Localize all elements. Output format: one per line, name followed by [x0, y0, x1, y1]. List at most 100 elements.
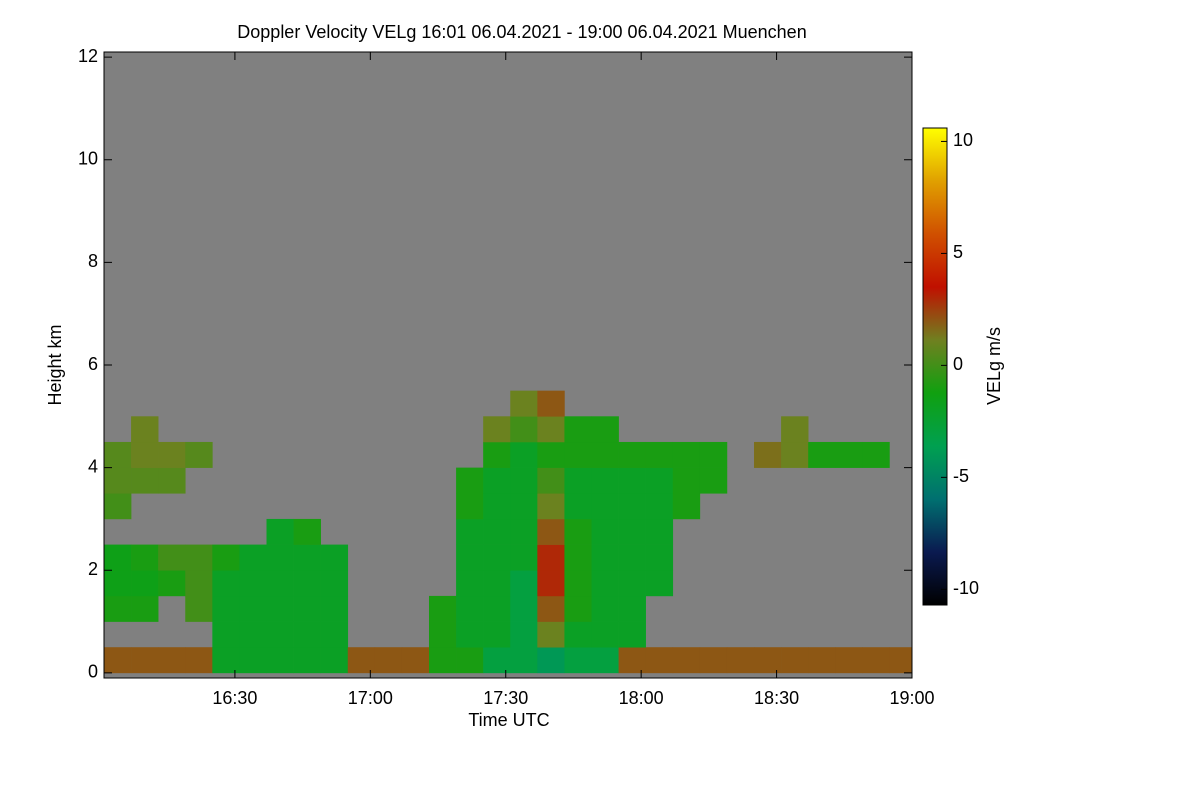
heatmap-cell	[429, 647, 457, 674]
heatmap-cell	[483, 570, 511, 597]
heatmap-cell	[564, 467, 592, 494]
x-tick-label: 16:30	[212, 688, 257, 708]
heatmap-cell	[131, 647, 159, 674]
heatmap-cell	[564, 518, 592, 545]
heatmap-cell	[293, 621, 321, 648]
colorbar-tick-label: 5	[953, 242, 963, 262]
heatmap-cell	[131, 544, 159, 571]
heatmap-cell	[456, 544, 484, 571]
heatmap-cell	[239, 621, 267, 648]
heatmap-cell	[185, 595, 213, 622]
heatmap-cell	[483, 595, 511, 622]
y-tick-label: 6	[88, 354, 98, 374]
heatmap-cell	[699, 647, 728, 674]
heatmap-cell	[537, 544, 565, 571]
heatmap-cell	[618, 570, 646, 597]
heatmap-cell	[131, 595, 159, 622]
heatmap-cell	[158, 467, 186, 494]
x-tick-label: 17:00	[348, 688, 393, 708]
heatmap-cell	[266, 621, 294, 648]
heatmap	[104, 390, 912, 674]
heatmap-cell	[158, 570, 186, 597]
heatmap-cell	[104, 441, 132, 468]
heatmap-cell	[239, 647, 267, 674]
heatmap-cell	[483, 647, 511, 674]
heatmap-cell	[510, 467, 538, 494]
heatmap-cell	[726, 647, 755, 674]
heatmap-cell	[591, 621, 619, 648]
heatmap-cell	[456, 518, 484, 545]
heatmap-cell	[645, 493, 674, 520]
heatmap-cell	[158, 441, 186, 468]
heatmap-cell	[185, 647, 213, 674]
heatmap-cell	[537, 390, 565, 417]
y-tick-label: 8	[88, 251, 98, 271]
heatmap-cell	[564, 441, 592, 468]
heatmap-cell	[320, 544, 349, 571]
heatmap-cell	[483, 467, 511, 494]
colorbar-tick-label: -5	[953, 466, 969, 486]
heatmap-cell	[808, 647, 836, 674]
heatmap-cell	[185, 544, 213, 571]
heatmap-cell	[239, 544, 267, 571]
heatmap-cell	[483, 621, 511, 648]
heatmap-cell	[212, 570, 240, 597]
y-tick-label: 12	[78, 46, 98, 66]
heatmap-cell	[672, 647, 701, 674]
colorbar-tick-label: 10	[953, 130, 973, 150]
heatmap-cell	[537, 621, 565, 648]
heatmap-cell	[429, 595, 457, 622]
heatmap-cell	[266, 595, 294, 622]
heatmap-cell	[510, 416, 538, 443]
heatmap-cell	[131, 416, 159, 443]
heatmap-cell	[510, 595, 538, 622]
heatmap-cell	[456, 621, 484, 648]
heatmap-cell	[483, 441, 511, 468]
heatmap-cell	[293, 647, 321, 674]
heatmap-cell	[754, 647, 782, 674]
heatmap-cell	[645, 441, 674, 468]
heatmap-cell	[483, 518, 511, 545]
heatmap-cell	[374, 647, 403, 674]
heatmap-cell	[862, 441, 890, 468]
heatmap-cell	[510, 518, 538, 545]
heatmap-cell	[456, 467, 484, 494]
heatmap-cell	[510, 390, 538, 417]
heatmap-cell	[618, 467, 646, 494]
heatmap-cell	[591, 441, 619, 468]
x-tick-label: 19:00	[889, 688, 934, 708]
heatmap-cell	[591, 416, 619, 443]
heatmap-cell	[266, 544, 294, 571]
heatmap-cell	[320, 647, 349, 674]
heatmap-cell	[401, 647, 430, 674]
heatmap-cell	[510, 441, 538, 468]
heatmap-cell	[293, 570, 321, 597]
heatmap-cell	[185, 570, 213, 597]
heatmap-cell	[591, 493, 619, 520]
x-tick-label: 17:30	[483, 688, 528, 708]
x-tick-label: 18:30	[754, 688, 799, 708]
heatmap-cell	[591, 467, 619, 494]
heatmap-cell	[564, 647, 592, 674]
heatmap-cell	[239, 570, 267, 597]
heatmap-cell	[591, 647, 619, 674]
heatmap-cell	[347, 647, 376, 674]
heatmap-cell	[510, 621, 538, 648]
heatmap-cell	[266, 647, 294, 674]
heatmap-cell	[293, 595, 321, 622]
heatmap-cell	[456, 493, 484, 520]
heatmap-cell	[266, 518, 294, 545]
heatmap-cell	[618, 647, 646, 674]
heatmap-cell	[645, 647, 674, 674]
heatmap-cell	[537, 518, 565, 545]
heatmap-cell	[483, 416, 511, 443]
heatmap-cell	[645, 544, 674, 571]
heatmap-cell	[564, 493, 592, 520]
y-axis-label: Height km	[45, 324, 65, 405]
y-tick-label: 2	[88, 559, 98, 579]
heatmap-cell	[618, 518, 646, 545]
heatmap-cell	[618, 595, 646, 622]
heatmap-cell	[320, 595, 349, 622]
